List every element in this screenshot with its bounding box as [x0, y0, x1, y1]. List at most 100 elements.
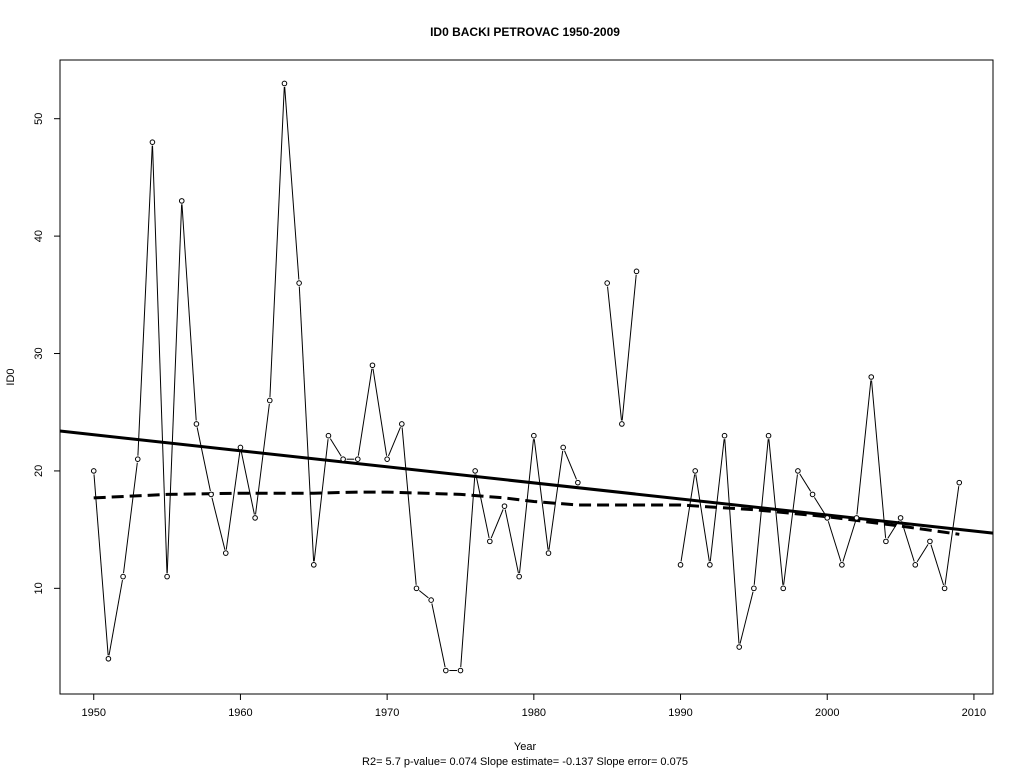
- data-point: [941, 585, 948, 592]
- y-tick-label: 30: [33, 347, 45, 359]
- x-tick-label: 1970: [375, 707, 399, 719]
- series-segment: [211, 497, 226, 550]
- data-point: [765, 432, 772, 439]
- data-point: [824, 515, 831, 521]
- data-point: [105, 655, 112, 662]
- data-point: [692, 468, 699, 474]
- data-point: [193, 421, 200, 427]
- data-point: [428, 597, 434, 603]
- series-segment: [329, 438, 342, 457]
- series-segment: [607, 286, 622, 421]
- series-segment: [123, 462, 138, 574]
- data-point: [604, 280, 610, 286]
- series-segment: [739, 591, 754, 644]
- series-segment: [475, 474, 490, 539]
- series-segment: [783, 474, 798, 585]
- data-point: [927, 538, 933, 545]
- series-segment: [856, 380, 872, 515]
- series-segment: [799, 473, 812, 492]
- data-point: [721, 432, 728, 439]
- data-point: [164, 573, 170, 580]
- data-point: [912, 562, 919, 568]
- series-segment: [768, 439, 784, 585]
- data-point: [120, 573, 126, 580]
- data-point: [501, 503, 508, 509]
- series-segment: [519, 439, 534, 574]
- data-point: [531, 432, 537, 439]
- x-axis-label: Year: [514, 741, 537, 753]
- series-segment: [548, 450, 564, 550]
- data-point: [897, 515, 904, 521]
- series-segment: [166, 204, 183, 574]
- data-point: [399, 421, 405, 427]
- series-segment: [93, 474, 109, 656]
- data-point: [90, 468, 97, 474]
- series-segment: [137, 145, 153, 456]
- data-point: [296, 280, 302, 286]
- data-point: [868, 374, 875, 380]
- stats-footnote: R2= 5.7 p-value= 0.074 Slope estimate= -…: [362, 756, 688, 768]
- plot-frame: [59, 59, 994, 695]
- series-segment: [842, 521, 857, 562]
- data-point: [384, 456, 390, 462]
- data-point: [310, 562, 317, 568]
- data-point: [208, 491, 214, 498]
- series-segment: [401, 427, 417, 585]
- data-point: [560, 444, 566, 451]
- data-point: [795, 468, 801, 474]
- series-segment: [533, 439, 549, 550]
- series-segment: [298, 286, 315, 562]
- data-point: [839, 562, 845, 568]
- series-segment: [944, 486, 960, 585]
- series-segment: [709, 439, 725, 562]
- data-point: [178, 198, 185, 204]
- series-segment: [388, 427, 401, 457]
- data-point: [472, 468, 478, 474]
- data-point: [487, 538, 493, 545]
- series-segment: [196, 427, 211, 492]
- trend-line: [59, 429, 994, 535]
- data-point: [751, 585, 757, 592]
- x-tick-label: 2000: [815, 707, 839, 719]
- data-point: [780, 585, 787, 592]
- series-segment: [372, 368, 388, 456]
- series-segment: [108, 579, 123, 656]
- series-segment: [357, 368, 373, 456]
- y-tick-label: 40: [33, 230, 45, 242]
- series-segment: [695, 474, 710, 562]
- x-tick-label: 1960: [228, 707, 252, 719]
- series-segment: [724, 439, 740, 644]
- series-segment: [887, 520, 900, 539]
- series-segment: [827, 521, 842, 562]
- series-segment: [225, 450, 241, 550]
- series-segment: [490, 509, 504, 539]
- series-segment: [680, 474, 696, 562]
- y-axis-label: ID0: [5, 368, 17, 385]
- data-point: [369, 362, 376, 369]
- data-point: [413, 585, 420, 592]
- series-segment: [255, 403, 270, 515]
- data-point: [677, 562, 684, 568]
- series-segment: [269, 86, 285, 398]
- data-point: [619, 421, 625, 427]
- series-segment: [621, 274, 637, 421]
- data-point: [545, 550, 552, 556]
- series-segment: [871, 380, 887, 538]
- data-point: [443, 667, 449, 674]
- series-segment: [284, 86, 300, 280]
- series-segment: [418, 590, 429, 599]
- data-point: [516, 573, 522, 580]
- y-tick-label: 50: [33, 113, 45, 125]
- data-point: [325, 432, 332, 439]
- series-segment: [916, 544, 929, 563]
- series-segment: [152, 145, 168, 574]
- data-point: [633, 268, 640, 275]
- x-tick-label: 1980: [522, 707, 546, 719]
- series-segment: [504, 509, 519, 574]
- series-segment: [901, 521, 915, 562]
- series-segment: [753, 439, 769, 585]
- data-point: [575, 479, 581, 486]
- series-segment: [460, 474, 476, 668]
- data-point: [707, 562, 713, 568]
